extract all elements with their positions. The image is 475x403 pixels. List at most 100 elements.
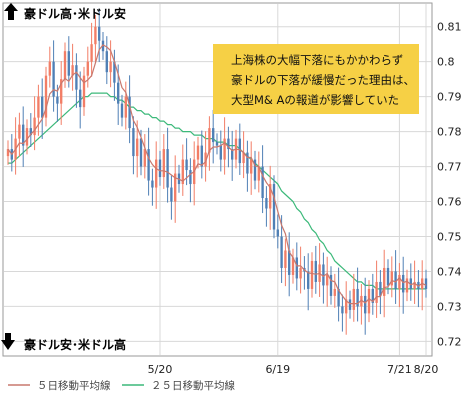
- candle-body: [371, 288, 374, 303]
- candle-body: [307, 271, 310, 289]
- candle-body: [265, 198, 268, 209]
- candle-body: [48, 61, 51, 76]
- candles-layer: [6, 8, 428, 335]
- candle-body: [345, 299, 348, 314]
- candle-body: [348, 299, 352, 310]
- candle-body: [204, 152, 207, 167]
- y-tick-label: 0.81: [437, 21, 462, 34]
- candle-body: [158, 159, 162, 178]
- candle-body: [291, 257, 295, 275]
- candle-body: [413, 281, 416, 289]
- x-axis-ticks: 5/20 6/19 7/21 8/20: [148, 363, 439, 376]
- ma5-layer: [7, 44, 427, 305]
- candle-body: [219, 145, 222, 160]
- candle-body: [208, 128, 211, 153]
- candle-body: [284, 250, 287, 268]
- candle-body: [276, 229, 279, 237]
- candle-body: [86, 61, 89, 76]
- candle-body: [223, 138, 226, 160]
- y-tick-label: 0.72: [437, 335, 462, 348]
- candle-body: [151, 180, 154, 188]
- candle-body: [333, 288, 336, 296]
- candle-body: [238, 138, 241, 164]
- legend-item-ma5: ５日移動平均線: [8, 379, 111, 392]
- x-tick-label: 6/19: [265, 363, 290, 376]
- candle-body: [71, 65, 74, 76]
- candle-body: [352, 288, 355, 310]
- candle-body: [120, 103, 124, 118]
- candle-body: [162, 149, 165, 178]
- candle-body: [37, 96, 40, 118]
- candle-body: [402, 274, 405, 293]
- candle-body: [117, 82, 120, 104]
- y-tick-label: 0.77: [437, 161, 462, 174]
- candle-body: [272, 184, 276, 230]
- candle-body: [390, 271, 393, 286]
- candle-body: [174, 173, 177, 202]
- y-tick-label: 0.74: [437, 265, 462, 278]
- candle-body: [79, 89, 82, 108]
- candle-body: [356, 288, 359, 307]
- legend: ５日移動平均線 ２５日移動平均線: [8, 379, 235, 392]
- candle-body: [367, 288, 371, 314]
- candle-body: [185, 159, 188, 171]
- candle-body: [394, 271, 397, 289]
- candle-body: [409, 278, 412, 289]
- candle-body: [41, 96, 44, 118]
- candle-body: [341, 306, 344, 314]
- candle-body: [101, 40, 105, 52]
- candle-body: [18, 124, 21, 139]
- candle-body: [299, 267, 302, 279]
- candle-body: [383, 267, 386, 296]
- candle-body: [253, 159, 257, 181]
- candle-body: [314, 260, 317, 282]
- y-tick-label: 0.79: [437, 91, 462, 104]
- candle-body: [136, 138, 139, 157]
- candle-body: [360, 295, 363, 307]
- candle-body: [280, 236, 283, 268]
- candle-body: [288, 250, 291, 275]
- y-axis-ticks: 0.81 0.8 0.79 0.78 0.77 0.76 0.75 0.74 0.73 0.72: [437, 21, 462, 349]
- candle-body: [261, 166, 264, 199]
- y-tick-label: 0.73: [437, 300, 462, 313]
- candle-body: [22, 124, 25, 146]
- bottom-arrow-label: 豪ドル安･米ドル高: [1, 333, 126, 352]
- candle-body: [98, 26, 101, 41]
- candle-body: [25, 128, 29, 146]
- candle-body: [33, 117, 36, 136]
- x-tick-label: 7/21: [387, 363, 412, 376]
- top-label: 豪ドル高･米ドル安: [24, 6, 126, 21]
- candle-body: [398, 274, 401, 289]
- arrow-down-icon: [1, 333, 15, 350]
- candle-body: [29, 128, 32, 136]
- annotation-background: [213, 44, 419, 114]
- candle-body: [379, 281, 382, 296]
- candle-body: [44, 75, 48, 118]
- candle-body: [269, 184, 272, 209]
- candle-body: [94, 26, 97, 45]
- candle-body: [6, 149, 10, 157]
- top-arrow-label: 豪ドル高･米ドル安: [4, 3, 126, 21]
- grid: [4, 4, 431, 355]
- legend-label-ma5: ５日移動平均線: [37, 379, 111, 392]
- candle-body: [405, 278, 409, 293]
- annotation-line-2: 豪ドルの下落が緩慢だった理由は、: [231, 73, 415, 87]
- candle-body: [113, 61, 116, 83]
- candle-body: [231, 149, 234, 160]
- ma5-line: [7, 44, 427, 305]
- x-tick-label: 8/20: [414, 363, 439, 376]
- candle-body: [143, 149, 146, 167]
- candle-body: [322, 264, 325, 286]
- candle-body: [124, 96, 127, 118]
- candle-body: [181, 159, 184, 185]
- candle-body: [56, 96, 59, 104]
- candle-body: [200, 145, 203, 167]
- legend-item-ma25: ２５日移動平均線: [122, 379, 235, 392]
- candle-body: [60, 79, 63, 104]
- candle-body: [132, 128, 135, 157]
- candle-body: [166, 149, 169, 188]
- annotation-box: 上海株の大幅下落にもかかわらず 豪ドルの下落が緩慢だった理由は、 大型M& Aの…: [213, 44, 419, 114]
- y-tick-label: 0.75: [437, 230, 462, 243]
- candle-body: [424, 278, 428, 289]
